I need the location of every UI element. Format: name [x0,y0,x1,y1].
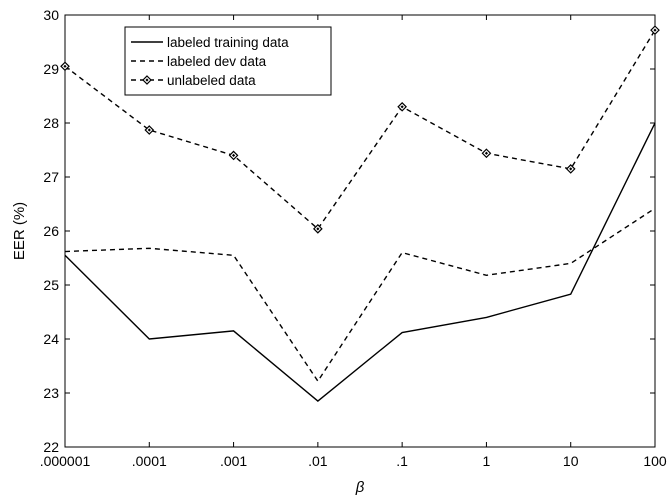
x-axis-label: β [355,479,365,496]
series-line [64,29,656,230]
data-point-center [484,151,489,155]
x-tick-label: .001 [220,453,247,469]
x-tick-label: .000001 [40,453,91,469]
y-tick-label: 22 [43,439,59,455]
legend-label: labeled dev data [167,54,267,69]
y-tick-label: 29 [43,61,59,77]
series-line [64,122,656,403]
series-layer [60,25,660,403]
data-point-center [231,153,236,157]
x-tick-label: .1 [396,453,408,469]
x-tick-label: .0001 [132,453,167,469]
x-tick-label: .01 [308,453,328,469]
series-line [64,207,656,383]
y-tick-label: 27 [43,169,59,185]
legend-marker-center [145,78,149,82]
data-point-center [147,128,151,132]
legend-label: unlabeled data [167,73,256,88]
y-tick-label: 28 [43,115,59,131]
data-point-center [569,167,573,171]
legend-label: labeled training data [167,35,289,50]
y-tick-label: 26 [43,223,59,239]
y-tick-label: 23 [43,385,59,401]
y-tick-label: 24 [43,331,59,347]
x-tick-label: 1 [483,453,491,469]
x-tick-label: 10 [563,453,579,469]
y-tick-label: 30 [43,7,59,23]
y-tick-label: 25 [43,277,59,293]
series-3 [60,25,660,234]
data-point-center [400,105,404,109]
series-2 [64,207,656,383]
legend: labeled training data labeled dev data unl… [124,26,332,96]
y-ticks: 22 23 24 25 26 27 28 29 30 [43,7,655,455]
x-ticks: .000001 .0001 .001 .01 .1 1 10 100 [40,15,667,469]
x-tick-label: 100 [643,453,667,469]
data-point-center [63,64,67,68]
data-point-center [653,28,657,32]
y-axis-label: EER (%) [11,202,28,260]
series-1 [64,122,656,403]
data-point-center [316,227,320,231]
